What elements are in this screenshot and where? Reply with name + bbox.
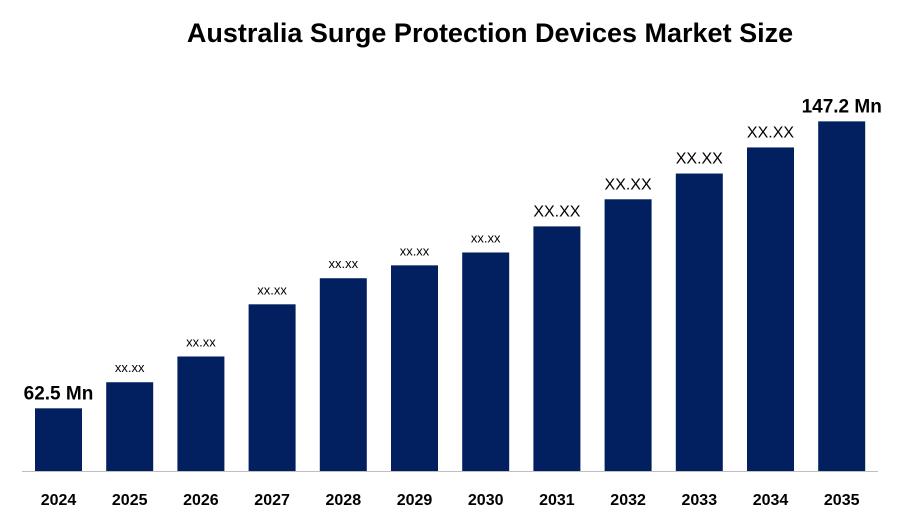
bar-2027: [248, 304, 296, 471]
chart-title: Australia Surge Protection Devices Marke…: [186, 18, 794, 48]
x-tick-label: 2033: [682, 492, 718, 509]
x-tick-label: 2025: [112, 492, 148, 509]
bar-2029: [391, 265, 438, 471]
x-tick-label: 2034: [753, 492, 789, 509]
data-label: xx.xx: [471, 230, 501, 245]
bar-2026: [177, 356, 225, 471]
x-tick-label: 2028: [326, 492, 362, 509]
data-label: xx.xx: [257, 282, 287, 297]
x-tick-label: 2026: [183, 492, 219, 509]
x-tick-label: 2024: [41, 492, 77, 509]
bar-2032: [604, 199, 652, 471]
data-label: XX.XX: [605, 176, 652, 193]
x-tick-label: 2030: [468, 492, 504, 509]
x-tick-label: 2029: [397, 492, 433, 509]
data-label: XX.XX: [676, 151, 723, 168]
bar-2025: [106, 382, 154, 471]
bar-2034: [747, 147, 794, 472]
data-label: XX.XX: [747, 124, 794, 141]
data-label: xx.xx: [186, 334, 216, 349]
bar-2030: [462, 252, 510, 471]
bar-2024: [35, 408, 82, 471]
bar-2035: [818, 121, 866, 471]
x-tick-label: 2035: [824, 492, 860, 509]
data-label: xx.xx: [328, 256, 358, 271]
data-label: 147.2 Mn: [802, 96, 882, 117]
x-tick-label: 2031: [539, 492, 575, 509]
x-tick-label: 2027: [254, 492, 290, 509]
data-label: 62.5 Mn: [24, 383, 94, 404]
bar-2033: [675, 173, 723, 471]
x-tick-label: 2032: [610, 492, 646, 509]
data-label: xx.xx: [400, 243, 430, 258]
data-label: XX.XX: [533, 203, 580, 220]
data-label: xx.xx: [115, 360, 145, 375]
bar-2028: [319, 278, 367, 471]
bar-2031: [533, 226, 581, 471]
